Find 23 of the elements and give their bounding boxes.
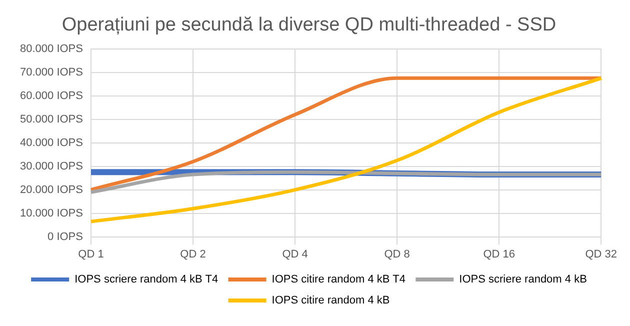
y-tick-label: 50.000 IOPS (20, 113, 83, 126)
x-tick-label: QD 8 (384, 248, 410, 260)
x-tick-label: QD 32 (585, 248, 618, 260)
line-series (89, 76, 603, 192)
legend-label: IOPS citire random 4 kB (272, 294, 390, 307)
y-tick-label: 70.000 IOPS (20, 66, 83, 78)
y-tick-label: 0 IOPS (48, 230, 83, 243)
y-tick-label: 80.000 IOPS (20, 42, 83, 55)
line-series (89, 170, 603, 194)
legend-label: IOPS scriere random 4 kB T4 (74, 274, 218, 286)
line-series (89, 76, 603, 224)
y-tick-label: 20.000 IOPS (20, 184, 83, 196)
x-tick-label: QD 16 (483, 248, 515, 260)
x-tick-label: QD 4 (282, 248, 308, 260)
y-tick-label: 30.000 IOPS (20, 160, 83, 172)
y-tick-label: 60.000 IOPS (20, 90, 83, 102)
chart-title: Operațiuni pe secundă la diverse QD multi-threaded - SSD (62, 14, 556, 36)
y-tick-label: 10.000 IOPS (20, 207, 83, 220)
x-tick-label: QD 2 (180, 248, 206, 260)
y-tick-label: 40.000 IOPS (20, 136, 83, 149)
legend-label: IOPS citire random 4 kB T4 (272, 274, 406, 286)
legend-label: IOPS scriere random 4 kB (459, 274, 587, 286)
x-tick-label: QD 1 (78, 248, 104, 260)
